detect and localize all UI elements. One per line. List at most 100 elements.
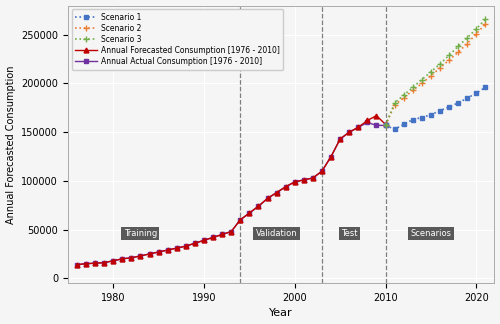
Annual Forecasted Consumption [1976 - 2010] [292,180,298,184]
Annual Actual Consumption [1976 - 2010] [74,263,80,267]
Annual Actual Consumption [1976 - 2010] [337,137,343,141]
Text: Validation: Validation [256,229,298,238]
Annual Actual Consumption [1976 - 2010] [256,204,262,208]
Scenario 3 [400,93,406,97]
Annual Forecasted Consumption [1976 - 2010] [374,114,380,118]
Annual Forecasted Consumption [1976 - 2010] [238,218,244,222]
Y-axis label: Annual Forecasted Consumption: Annual Forecasted Consumption [6,65,16,224]
Annual Actual Consumption [1976 - 2010] [310,176,316,180]
Annual Actual Consumption [1976 - 2010] [183,244,189,248]
Scenario 1 [392,127,398,131]
Annual Actual Consumption [1976 - 2010] [83,262,89,266]
Annual Actual Consumption [1976 - 2010] [382,123,388,127]
Scenario 3 [410,86,416,89]
Line: Scenario 3: Scenario 3 [382,16,488,129]
Annual Actual Consumption [1976 - 2010] [356,125,362,129]
Scenario 2 [382,123,388,127]
Scenario 3 [419,78,425,82]
Annual Actual Consumption [1976 - 2010] [146,252,152,256]
Text: Test: Test [341,229,357,238]
Scenario 3 [455,44,461,48]
Scenario 1 [464,96,470,100]
Annual Forecasted Consumption [1976 - 2010] [264,196,270,200]
Annual Actual Consumption [1976 - 2010] [264,196,270,200]
Scenario 2 [482,22,488,26]
Annual Forecasted Consumption [1976 - 2010] [228,230,234,234]
Scenario 1 [419,116,425,120]
Legend: Scenario 1, Scenario 2, Scenario 3, Annual Forecasted Consumption [1976 - 2010],: Scenario 1, Scenario 2, Scenario 3, Annu… [72,9,284,70]
Annual Forecasted Consumption [1976 - 2010] [356,125,362,129]
Annual Forecasted Consumption [1976 - 2010] [274,191,280,194]
Scenario 3 [437,62,443,66]
Annual Actual Consumption [1976 - 2010] [364,121,370,124]
Annual Actual Consumption [1976 - 2010] [319,169,325,173]
Scenario 2 [464,41,470,45]
Scenario 1 [382,123,388,127]
Annual Actual Consumption [1976 - 2010] [174,246,180,250]
Annual Actual Consumption [1976 - 2010] [238,218,244,222]
Annual Forecasted Consumption [1976 - 2010] [183,244,189,248]
Annual Actual Consumption [1976 - 2010] [164,248,170,252]
Scenario 2 [437,66,443,70]
Scenario 3 [482,17,488,21]
Annual Actual Consumption [1976 - 2010] [228,230,234,234]
Scenario 2 [446,58,452,62]
Annual Forecasted Consumption [1976 - 2010] [74,263,80,267]
Annual Actual Consumption [1976 - 2010] [101,261,107,265]
Annual Forecasted Consumption [1976 - 2010] [101,261,107,265]
Annual Actual Consumption [1976 - 2010] [128,256,134,260]
Scenario 2 [419,82,425,86]
Text: Training: Training [124,229,157,238]
Text: Scenarios: Scenarios [410,229,452,238]
Scenario 3 [474,27,480,31]
Annual Forecasted Consumption [1976 - 2010] [92,261,98,265]
Annual Actual Consumption [1976 - 2010] [346,130,352,134]
Scenario 1 [482,86,488,89]
Annual Forecasted Consumption [1976 - 2010] [246,211,252,215]
Annual Forecasted Consumption [1976 - 2010] [146,252,152,256]
Annual Forecasted Consumption [1976 - 2010] [210,236,216,239]
Annual Forecasted Consumption [1976 - 2010] [164,248,170,252]
Scenario 1 [474,91,480,95]
Scenario 2 [400,96,406,100]
Annual Actual Consumption [1976 - 2010] [328,155,334,158]
Annual Actual Consumption [1976 - 2010] [246,211,252,215]
Annual Actual Consumption [1976 - 2010] [282,185,288,189]
Annual Forecasted Consumption [1976 - 2010] [319,169,325,173]
Annual Forecasted Consumption [1976 - 2010] [138,254,143,258]
Annual Forecasted Consumption [1976 - 2010] [364,119,370,122]
Scenario 2 [455,50,461,54]
Annual Forecasted Consumption [1976 - 2010] [219,233,225,237]
Annual Forecasted Consumption [1976 - 2010] [310,176,316,180]
Line: Annual Forecasted Consumption [1976 - 2010]: Annual Forecasted Consumption [1976 - 20… [74,113,388,267]
Annual Forecasted Consumption [1976 - 2010] [328,155,334,158]
Annual Forecasted Consumption [1976 - 2010] [201,238,207,242]
Annual Forecasted Consumption [1976 - 2010] [110,259,116,263]
Annual Forecasted Consumption [1976 - 2010] [256,204,262,208]
Annual Forecasted Consumption [1976 - 2010] [282,185,288,189]
Annual Actual Consumption [1976 - 2010] [374,123,380,127]
Scenario 1 [446,105,452,109]
Scenario 1 [410,118,416,122]
Annual Actual Consumption [1976 - 2010] [120,257,126,261]
Annual Forecasted Consumption [1976 - 2010] [120,257,126,261]
Scenario 1 [400,122,406,126]
Annual Forecasted Consumption [1976 - 2010] [382,122,388,126]
Annual Actual Consumption [1976 - 2010] [138,254,143,258]
Annual Actual Consumption [1976 - 2010] [92,261,98,265]
Annual Forecasted Consumption [1976 - 2010] [337,137,343,141]
Scenario 1 [428,113,434,117]
Annual Actual Consumption [1976 - 2010] [201,238,207,242]
Annual Actual Consumption [1976 - 2010] [274,191,280,194]
Annual Forecasted Consumption [1976 - 2010] [301,178,307,182]
Line: Annual Actual Consumption [1976 - 2010]: Annual Actual Consumption [1976 - 2010] [75,120,388,267]
Line: Scenario 1: Scenario 1 [383,85,488,132]
Annual Actual Consumption [1976 - 2010] [219,233,225,237]
Scenario 3 [382,123,388,127]
Line: Scenario 2: Scenario 2 [382,21,488,129]
Scenario 2 [392,103,398,107]
Annual Forecasted Consumption [1976 - 2010] [128,256,134,260]
Scenario 1 [455,101,461,105]
Annual Actual Consumption [1976 - 2010] [192,241,198,245]
Scenario 1 [437,109,443,113]
